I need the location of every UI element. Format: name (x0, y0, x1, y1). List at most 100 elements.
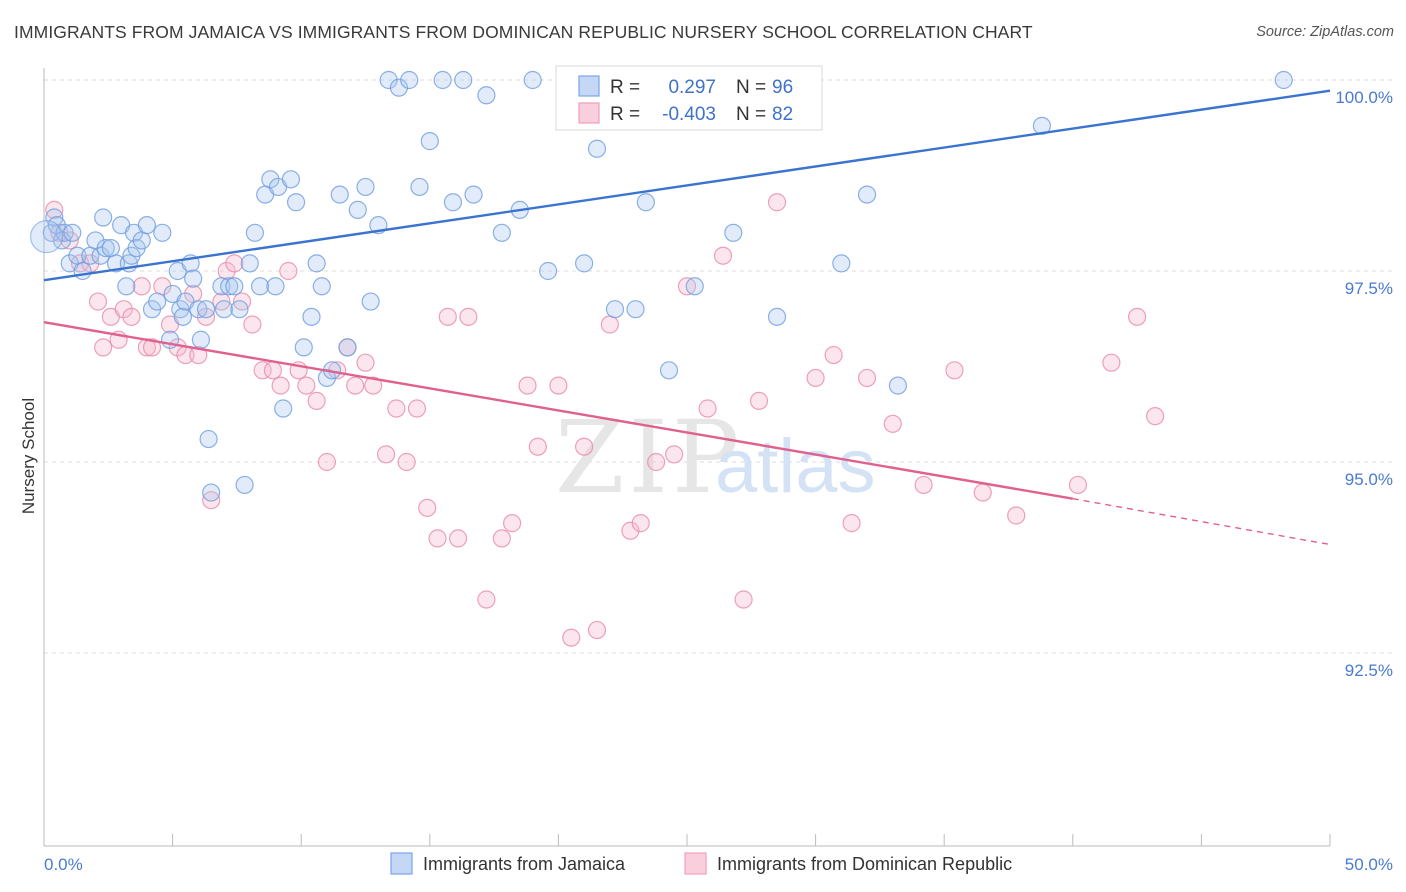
data-point-dominican (883, 414, 902, 433)
data-point-jamaica (605, 300, 625, 319)
data-point-jamaica (685, 277, 704, 296)
data-point-dominican (428, 529, 447, 548)
data-point-dominican (677, 277, 697, 296)
data-point-jamaica (356, 177, 375, 197)
data-point-jamaica (173, 307, 192, 326)
trend-line-jamaica (43, 89, 1331, 282)
data-point-jamaica (454, 70, 473, 90)
data-point-dominican (562, 628, 581, 647)
data-point-jamaica (281, 170, 301, 189)
legend-swatch-dominican (578, 102, 600, 124)
legend-n-label-jamaica: N = (736, 77, 766, 98)
data-point-jamaica (274, 399, 293, 418)
data-point-dominican (114, 300, 133, 319)
series-dominican-points (45, 193, 1165, 647)
data-point-jamaica (433, 70, 452, 90)
data-point-jamaica (389, 78, 409, 97)
data-point-jamaica (261, 170, 280, 189)
data-point-jamaica (477, 86, 496, 105)
data-point-jamaica (348, 200, 367, 219)
data-point-jamaica (312, 277, 331, 296)
data-point-dominican (713, 246, 733, 265)
data-point-dominican (842, 514, 861, 533)
data-point-dominican (631, 514, 650, 533)
data-point-dominican (225, 254, 244, 273)
source-credit: Source: ZipAtlas.com (1256, 24, 1394, 40)
data-point-jamaica (330, 185, 349, 204)
data-point-dominican (407, 399, 427, 418)
legend-swatch-jamaica (578, 75, 600, 97)
legend-n-label-dominican: N = (736, 104, 766, 125)
data-point-dominican (279, 261, 298, 281)
data-point-dominican (647, 452, 666, 472)
data-point-dominican (767, 193, 787, 212)
series-jamaica-points (29, 70, 1293, 502)
trend-lines (43, 89, 1331, 546)
legend-r-label-jamaica: R = (610, 77, 640, 98)
data-point-jamaica (361, 292, 380, 311)
data-point-dominican (438, 307, 457, 326)
data-point-jamaica (94, 208, 113, 227)
data-point-dominican (317, 452, 337, 472)
data-point-dominican (749, 391, 769, 410)
data-point-jamaica (189, 300, 208, 319)
data-point-dominican (824, 345, 843, 365)
watermark: ZIP atlas (555, 399, 876, 516)
legend-box (555, 65, 823, 131)
data-point-jamaica (338, 338, 357, 357)
data-point-dominican (503, 514, 522, 533)
data-point-jamaica (724, 223, 743, 242)
data-point-dominican (376, 445, 396, 464)
data-point-dominican (94, 338, 113, 357)
data-point-dominican (397, 452, 416, 472)
trend-line-dominican (43, 321, 1074, 500)
y-axis-tick-labels: 92.5% 95.0% 97.5% 100.0% (1335, 88, 1393, 680)
data-point-jamaica (888, 376, 908, 395)
data-point-jamaica (214, 300, 234, 319)
data-point-jamaica (539, 261, 558, 281)
series-legend-swatch-dominican (684, 852, 707, 875)
legend-n-value-dominican: 82 (772, 104, 793, 125)
data-point-dominican (1068, 475, 1088, 495)
data-point-dominican (477, 590, 496, 609)
data-point-jamaica (29, 220, 64, 254)
data-point-jamaica (220, 277, 239, 296)
data-point-dominican (459, 307, 478, 326)
data-point-dominican (549, 376, 568, 395)
data-point-jamaica (286, 193, 306, 212)
data-point-jamaica (523, 70, 542, 90)
data-point-jamaica (575, 254, 594, 273)
correlation-legend: R = 0.297 N = 96 R = -0.403 N = 82 (555, 65, 823, 131)
data-point-jamaica (307, 254, 326, 273)
data-point-jamaica (240, 254, 259, 273)
legend-r-value-dominican: -0.403 (662, 104, 716, 125)
data-point-jamaica (587, 139, 607, 158)
series-legend-label-jamaica: Immigrants from Jamaica (423, 854, 626, 874)
data-point-dominican (857, 368, 877, 388)
legend-r-value-jamaica: 0.297 (668, 77, 716, 98)
data-point-dominican (587, 620, 607, 640)
data-point-jamaica (379, 70, 398, 90)
data-point-dominican (88, 292, 108, 311)
data-point-dominican (621, 521, 640, 540)
data-point-dominican (698, 399, 717, 418)
watermark-atlas: atlas (715, 424, 876, 509)
data-point-jamaica (153, 223, 172, 242)
data-point-dominican (271, 376, 290, 395)
watermark-zip: ZIP (555, 399, 743, 516)
data-point-jamaica (302, 307, 321, 326)
data-point-jamaica (250, 277, 270, 296)
data-point-jamaica (148, 292, 167, 311)
data-point-dominican (1127, 307, 1147, 326)
data-point-jamaica (137, 216, 156, 235)
data-point-dominican (202, 491, 221, 510)
data-point-dominican (1007, 506, 1026, 525)
data-point-dominican (418, 498, 437, 517)
data-point-jamaica (266, 277, 285, 296)
data-point-dominican (1146, 407, 1165, 426)
data-point-jamaica (184, 269, 203, 288)
y-tick-label: 95.0% (1345, 470, 1393, 489)
data-point-dominican (243, 315, 262, 334)
data-point-jamaica (659, 361, 679, 380)
series-legend-label-dominican: Immigrants from Dominican Republic (717, 854, 1012, 874)
